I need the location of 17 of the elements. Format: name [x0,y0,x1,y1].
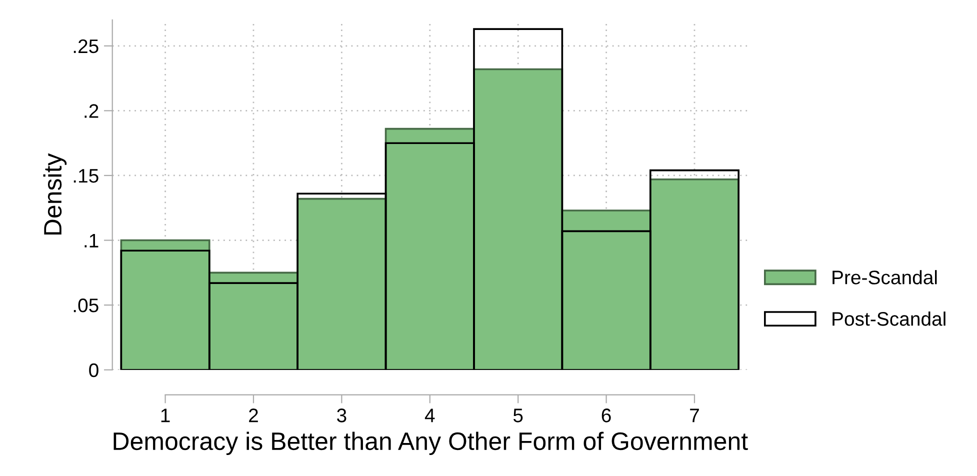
x-tick-label: 3 [337,408,346,422]
x-axis-title: Democracy is Better than Any Other Form of Government [114,432,748,456]
x-tick-label: 7 [690,408,699,422]
x-tick-label: 6 [602,408,611,422]
y-tick-label: .05 [74,298,98,312]
legend-label: Pre-Scandal [832,270,937,284]
y-tick-label: .15 [74,169,98,183]
x-tick-label: 4 [424,408,435,422]
x-tick-label: 5 [513,408,523,422]
y-tick-label: .2 [84,104,98,118]
y-tick-label: .25 [74,39,98,54]
x-tick-label: 2 [249,408,258,422]
legend-label: Post-Scandal [832,312,946,326]
x-tick-label: 1 [161,408,170,422]
y-tick-label: 0 [89,363,98,378]
y-tick-label: .1 [84,234,98,248]
y-axis-title: Density [43,153,67,235]
